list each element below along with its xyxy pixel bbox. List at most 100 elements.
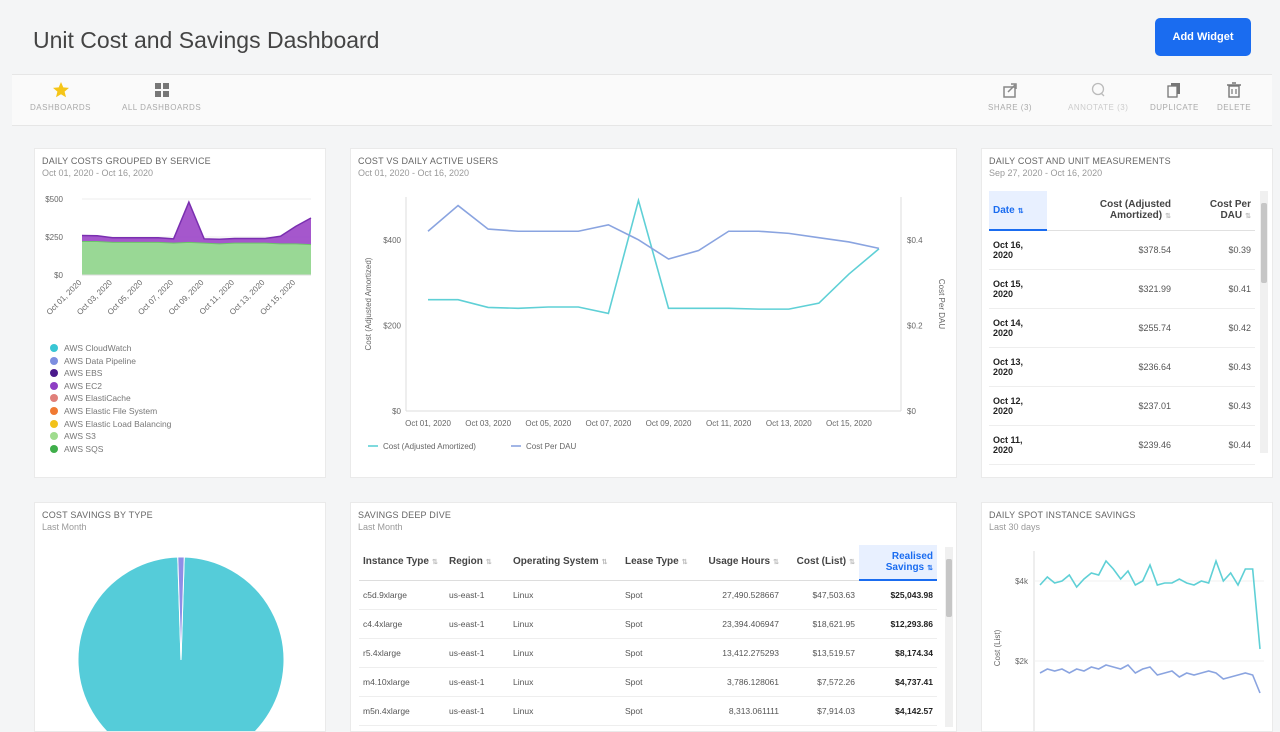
table-row: m5n.4xlarge us-east-1 Linux Spot 8,313.06111… <box>359 696 937 726</box>
legend-label: AWS Elastic File System <box>64 406 158 416</box>
duplicate-button[interactable]: DUPLICATE <box>1150 81 1199 112</box>
cell-cost: $237.01 <box>1047 386 1175 426</box>
legend-label-cost-per-dau: Cost Per DAU <box>526 442 576 451</box>
legend-item[interactable]: AWS S3 <box>50 431 96 441</box>
cell-region: us-east-1 <box>445 580 509 610</box>
legend-item[interactable]: AWS CloudWatch <box>50 343 131 353</box>
cell-os: Linux <box>509 696 621 726</box>
header-label: Operating System <box>513 556 599 568</box>
cell-instance: c4.4xlarge <box>359 609 445 639</box>
table-scrollbar[interactable] <box>945 547 953 727</box>
cell-cost: $255.74 <box>1047 308 1175 348</box>
x-tick-label: Oct 03, 2020 <box>465 419 511 428</box>
duplicate-icon <box>1167 83 1181 98</box>
dashboards-tab[interactable]: DASHBOARDS <box>30 81 91 112</box>
header-label: Lease Type <box>625 556 679 568</box>
column-header-realised-savings[interactable]: Realised Savings ⇅ <box>859 545 937 581</box>
legend-dot <box>50 381 58 390</box>
deep-dive-panel: SAVINGS DEEP DIVE Last Month Instance Ty… <box>350 502 957 732</box>
column-header-cost[interactable]: Cost (Adjusted Amortized) ⇅ <box>1047 191 1175 231</box>
cell-lease: Spot <box>621 580 693 610</box>
y-tick-label: $4k <box>1015 577 1029 586</box>
series-line <box>1039 663 1261 694</box>
cell-instance: m4.10xlarge <box>359 667 445 697</box>
cell-cost: $321.99 <box>1047 269 1175 309</box>
column-header-lease-type[interactable]: Lease Type ⇅ <box>621 545 693 581</box>
x-tick-label: Oct 01, 2020 <box>405 419 451 428</box>
series-line <box>1039 558 1261 650</box>
panel-title: DAILY COST AND UNIT MEASUREMENTS <box>989 156 1171 166</box>
cell-per-dau: $0.43 <box>1175 386 1255 426</box>
star-icon <box>52 82 69 98</box>
share-label: SHARE (3) <box>988 103 1033 112</box>
dashboard-toolbar: DASHBOARDS ALL DASHBOARDS SHARE (3) ANNO… <box>12 74 1272 126</box>
legend-item[interactable]: AWS SQS <box>50 444 103 454</box>
cell-lease: Spot <box>621 609 693 639</box>
cell-os: Linux <box>509 638 621 668</box>
legend-label-cost: Cost (Adjusted Amortized) <box>383 442 476 451</box>
y-axis-title-left: Cost (Adjusted Amortized) <box>364 257 373 350</box>
y-tick-label-right: $0.4 <box>907 236 923 245</box>
legend-item[interactable]: AWS EBS <box>50 368 102 378</box>
savings-by-type-panel: COST SAVINGS BY TYPE Last Month <box>34 502 326 732</box>
series-line-aws-ec2 <box>81 200 312 241</box>
legend-item[interactable]: AWS EC2 <box>50 381 102 391</box>
series-line-aws-s3 <box>82 241 312 246</box>
legend-dot <box>50 432 58 441</box>
legend-label: AWS EBS <box>64 368 103 379</box>
column-header-operating-system[interactable]: Operating System ⇅ <box>509 545 621 581</box>
cell-region: us-east-1 <box>445 609 509 639</box>
legend-dot <box>50 407 58 415</box>
cell-lease: Spot <box>621 696 693 726</box>
x-tick-label: Oct 13, 2020 <box>766 419 812 428</box>
delete-button[interactable]: DELETE <box>1217 81 1251 112</box>
y-tick-label-right: $0.2 <box>907 321 923 330</box>
column-header-cost-per-dau[interactable]: Cost Per DAU ⇅ <box>1175 191 1255 231</box>
panel-subtitle: Oct 01, 2020 - Oct 16, 2020 <box>358 168 470 178</box>
legend-item[interactable]: AWS Elastic File System <box>50 406 157 416</box>
table-row: Oct 14, 2020 $255.74 $0.42 <box>989 308 1255 348</box>
y-tick-label-left: $400 <box>383 236 401 245</box>
legend-item[interactable]: AWS ElastiCache <box>50 393 131 403</box>
sort-icon: ⇅ <box>601 559 608 567</box>
cell-savings: $4,737.41 <box>859 667 937 697</box>
column-header-cost-list[interactable]: Cost (List) ⇅ <box>783 545 859 581</box>
annotate-button[interactable]: ANNOTATE (3) <box>1068 81 1128 112</box>
share-button[interactable]: SHARE (3) <box>988 81 1032 112</box>
header-label: Instance Type <box>363 556 429 568</box>
scrollbar-thumb[interactable] <box>1261 203 1267 283</box>
legend-item[interactable]: AWS Data Pipeline <box>50 356 136 366</box>
panel-title: SAVINGS DEEP DIVE <box>358 510 452 520</box>
dashboards-label: DASHBOARDS <box>30 103 92 112</box>
legend-dot <box>50 394 58 403</box>
annotate-label: ANNOTATE (3) <box>1068 103 1129 112</box>
cell-instance: r5.4xlarge <box>359 638 445 668</box>
panel-subtitle: Last Month <box>42 522 87 532</box>
scrollbar-thumb[interactable] <box>946 559 952 617</box>
cell-cost: $7,914.03 <box>783 696 859 726</box>
cell-cost: $13,519.57 <box>783 638 859 668</box>
legend-label: AWS CloudWatch <box>64 343 132 353</box>
y-tick-label-left: $0 <box>392 407 401 416</box>
comment-icon <box>1092 82 1105 97</box>
sort-icon: ⇅ <box>485 559 492 567</box>
spot-savings-line-chart: $4k $2k Cost (List) <box>993 551 1264 731</box>
column-header-region[interactable]: Region ⇅ <box>445 545 509 581</box>
cell-usage: 13,412.275293 <box>693 638 783 668</box>
sort-icon: ⇅ <box>681 559 688 567</box>
series-area-aws-ec2 <box>82 202 311 245</box>
table-row: Oct 15, 2020 $321.99 $0.41 <box>989 269 1255 309</box>
column-header-date[interactable]: Date ⇅ <box>989 191 1047 231</box>
panel-subtitle: Last Month <box>358 522 403 532</box>
y-axis-title: Cost (List) <box>993 629 1002 666</box>
column-header-instance-type[interactable]: Instance Type ⇅ <box>359 545 445 581</box>
cell-per-dau: $0.39 <box>1175 230 1255 270</box>
legend-item[interactable]: AWS Elastic Load Balancing <box>50 419 171 429</box>
add-widget-button[interactable]: Add Widget <box>1155 18 1251 56</box>
table-scrollbar[interactable] <box>1260 191 1268 453</box>
cell-cost: $7,572.26 <box>783 667 859 697</box>
column-header-usage-hours[interactable]: Usage Hours ⇅ <box>693 545 783 581</box>
cell-os: Linux <box>509 580 621 610</box>
all-dashboards-tab[interactable]: ALL DASHBOARDS <box>122 81 201 112</box>
